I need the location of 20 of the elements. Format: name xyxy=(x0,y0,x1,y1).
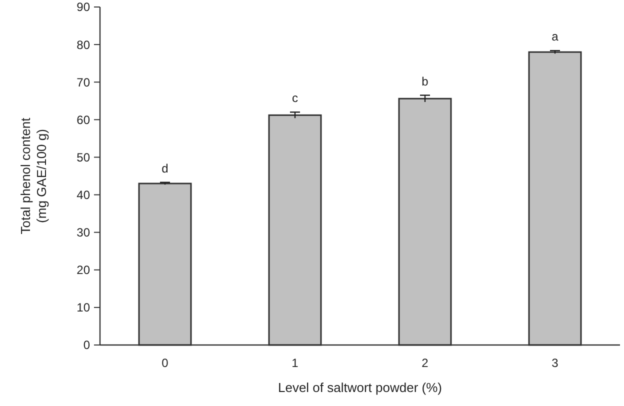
y-tick-label: 80 xyxy=(76,38,90,52)
x-tick-label: 0 xyxy=(162,356,169,370)
y-tick-label: 30 xyxy=(76,226,90,240)
annotation: c xyxy=(292,91,298,106)
y-tick-label: 90 xyxy=(76,0,90,14)
y-tick-label: 50 xyxy=(76,150,90,164)
y-tick-label: 40 xyxy=(76,188,90,202)
annotation: b xyxy=(422,74,429,88)
y-tick-label: 20 xyxy=(76,263,90,278)
y-tick-label: 0 xyxy=(83,338,90,352)
x-axis-title: Level of saltwort powder (%) xyxy=(278,380,442,395)
y-tick-label: 60 xyxy=(76,112,90,127)
y-tick-label: 70 xyxy=(76,75,90,90)
y-tick-label: 10 xyxy=(76,300,90,315)
x-tick-label: 3 xyxy=(552,356,559,370)
annotation: a xyxy=(552,30,559,44)
x-tick-label: 2 xyxy=(422,356,429,370)
x-tick-label: 1 xyxy=(292,356,299,370)
y-axis-title: Total phenol content (mg GAE/100 g) xyxy=(18,117,49,234)
annotation: d xyxy=(162,161,168,176)
